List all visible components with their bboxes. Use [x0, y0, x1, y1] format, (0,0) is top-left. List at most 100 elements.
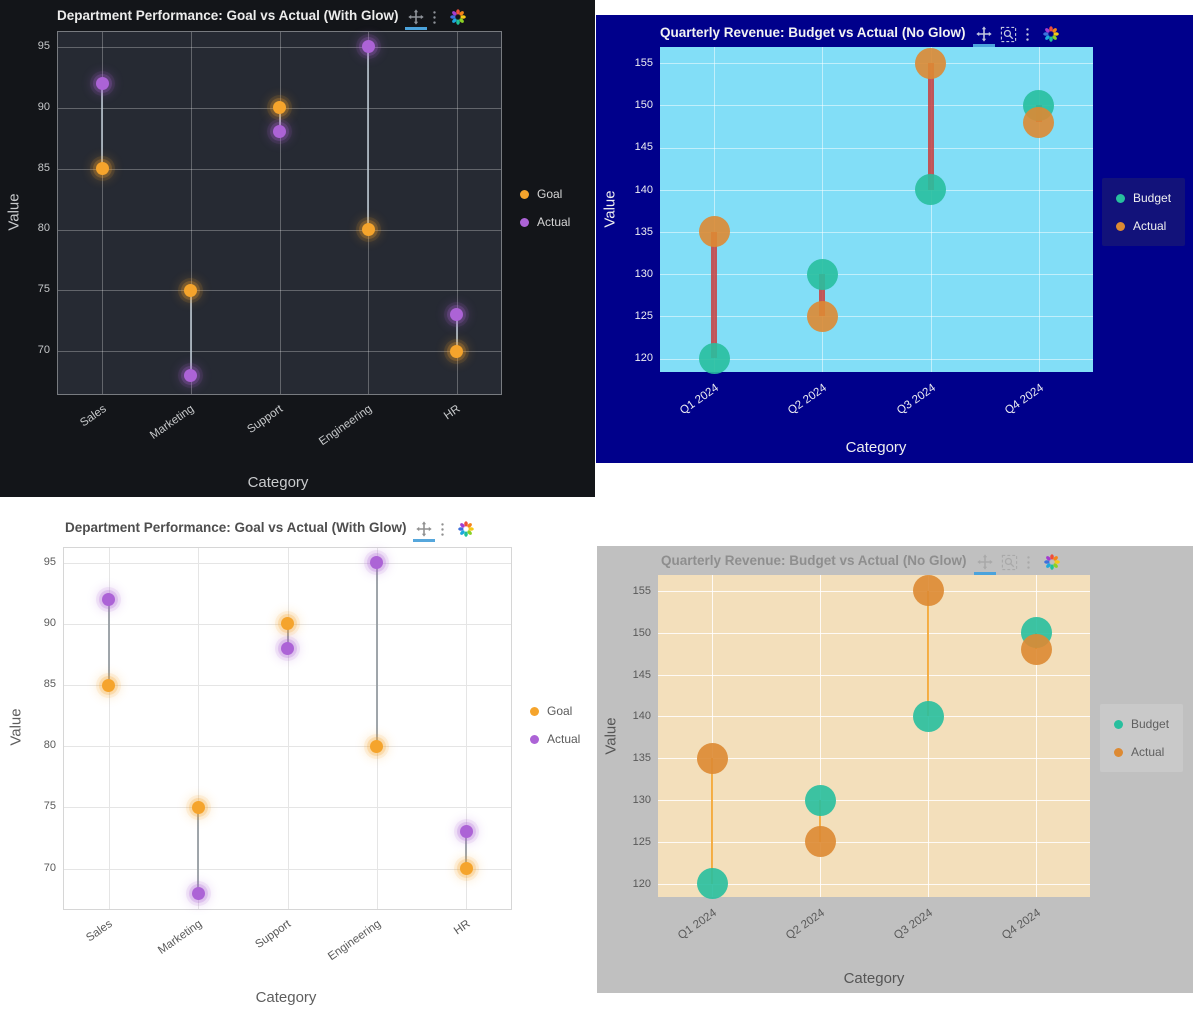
- ellipsis-icon[interactable]: [1026, 555, 1031, 570]
- data-point-goal[interactable]: [281, 617, 294, 631]
- data-point-goal[interactable]: [184, 283, 198, 297]
- y-tick-label: 125: [632, 835, 651, 848]
- gridline: [190, 32, 192, 394]
- data-point-budget[interactable]: [696, 868, 728, 900]
- data-point-actual[interactable]: [102, 592, 116, 606]
- data-point-actual[interactable]: [1023, 106, 1055, 138]
- data-point-actual[interactable]: [95, 76, 109, 90]
- x-tick-label: Q2 2024: [783, 907, 827, 943]
- gridline: [1036, 575, 1037, 897]
- data-point-actual[interactable]: [273, 125, 286, 139]
- legend-item-budget[interactable]: Budget: [1116, 190, 1171, 206]
- y-tick-label: 130: [634, 268, 653, 281]
- legend-item-actual[interactable]: Actual: [1114, 744, 1169, 760]
- data-point-goal[interactable]: [273, 101, 286, 115]
- plotly-logo-icon[interactable]: [449, 8, 467, 26]
- legend-item-actual[interactable]: Actual: [530, 731, 580, 747]
- data-point-goal[interactable]: [370, 739, 384, 753]
- legend-item-actual[interactable]: Actual: [1116, 218, 1171, 234]
- connector-line: [107, 599, 110, 686]
- gridline: [660, 63, 1093, 64]
- gridline: [58, 290, 501, 292]
- x-tick-label: Support: [245, 403, 286, 436]
- legend-marker-actual: [1114, 747, 1123, 757]
- data-point-actual[interactable]: [361, 40, 375, 54]
- ellipsis-icon[interactable]: [432, 10, 437, 25]
- gridline: [928, 575, 929, 897]
- gridline: [198, 548, 200, 909]
- legend-label: Budget: [1133, 191, 1172, 205]
- plotly-logo-icon[interactable]: [1042, 25, 1060, 43]
- gridline: [58, 229, 501, 231]
- data-point-actual[interactable]: [806, 300, 838, 332]
- data-point-actual[interactable]: [698, 216, 730, 248]
- gridline: [658, 883, 1090, 885]
- x-tick-label: Engineering: [325, 918, 383, 964]
- ellipsis-icon[interactable]: [440, 522, 445, 537]
- legend-item-budget[interactable]: Budget: [1114, 716, 1169, 732]
- data-point-goal[interactable]: [95, 162, 109, 175]
- data-point-budget[interactable]: [915, 174, 947, 206]
- y-tick-label: 75: [43, 800, 56, 813]
- data-point-actual[interactable]: [450, 308, 464, 322]
- plot-area[interactable]: [658, 575, 1090, 900]
- gridline: [658, 632, 1090, 634]
- data-point-actual[interactable]: [459, 825, 473, 839]
- data-point-actual[interactable]: [696, 742, 728, 774]
- plotly-logo-icon[interactable]: [457, 520, 475, 538]
- x-axis-title: Category: [255, 989, 317, 1006]
- data-point-actual[interactable]: [184, 369, 198, 383]
- plot-area[interactable]: [57, 31, 502, 395]
- x-tick-label: Q1 2024: [675, 907, 719, 943]
- legend-marker-budget: [1114, 719, 1123, 729]
- plot-area[interactable]: [63, 547, 512, 910]
- data-point-actual[interactable]: [912, 575, 944, 607]
- x-tick-label: Q4 2024: [999, 907, 1043, 943]
- x-axis-title: Category: [845, 439, 907, 456]
- legend-item-goal[interactable]: Goal: [520, 186, 570, 202]
- legend-label: Goal: [537, 187, 563, 201]
- y-axis-title: Value: [602, 717, 620, 755]
- data-point-actual[interactable]: [191, 886, 205, 900]
- pan-icon[interactable]: [413, 521, 436, 542]
- data-point-goal[interactable]: [450, 344, 464, 358]
- y-tick-label: 140: [632, 710, 651, 723]
- data-point-actual[interactable]: [1020, 633, 1052, 665]
- legend-label: Budget: [1131, 717, 1170, 731]
- legend-label: Goal: [547, 704, 573, 718]
- plotly-logo-icon[interactable]: [1043, 553, 1061, 571]
- data-point-actual[interactable]: [281, 641, 294, 655]
- data-point-actual[interactable]: [915, 47, 947, 79]
- pan-icon[interactable]: [405, 9, 428, 30]
- y-tick-label: 140: [634, 183, 653, 196]
- data-point-goal[interactable]: [361, 223, 375, 236]
- data-point-budget[interactable]: [804, 784, 836, 816]
- y-tick-label: 125: [634, 310, 653, 323]
- data-point-actual[interactable]: [370, 556, 384, 570]
- legend-item-actual[interactable]: Actual: [520, 214, 570, 230]
- y-tick-label: 80: [37, 222, 50, 235]
- connector-line: [101, 83, 104, 169]
- legend: Goal Actual: [520, 186, 570, 230]
- y-tick-label: 70: [37, 344, 50, 357]
- data-point-budget[interactable]: [806, 258, 838, 290]
- data-point-actual[interactable]: [804, 826, 836, 858]
- data-point-budget[interactable]: [912, 700, 944, 732]
- plot-area[interactable]: [660, 47, 1093, 374]
- data-point-goal[interactable]: [191, 800, 205, 814]
- modebar: [973, 553, 1061, 575]
- y-tick-label: 80: [43, 739, 56, 752]
- data-point-goal[interactable]: [102, 678, 116, 692]
- pan-icon[interactable]: [972, 26, 995, 47]
- x-tick-label: Marketing: [155, 918, 204, 957]
- zoom-box-icon[interactable]: [1001, 554, 1018, 571]
- gridline: [658, 674, 1090, 676]
- ellipsis-icon[interactable]: [1025, 27, 1030, 42]
- data-point-goal[interactable]: [459, 862, 473, 876]
- chart-title: Department Performance: Goal vs Actual (…: [65, 520, 407, 535]
- legend-item-goal[interactable]: Goal: [530, 703, 580, 719]
- zoom-box-icon[interactable]: [1000, 26, 1017, 43]
- pan-icon[interactable]: [973, 554, 996, 575]
- data-point-budget[interactable]: [698, 343, 730, 374]
